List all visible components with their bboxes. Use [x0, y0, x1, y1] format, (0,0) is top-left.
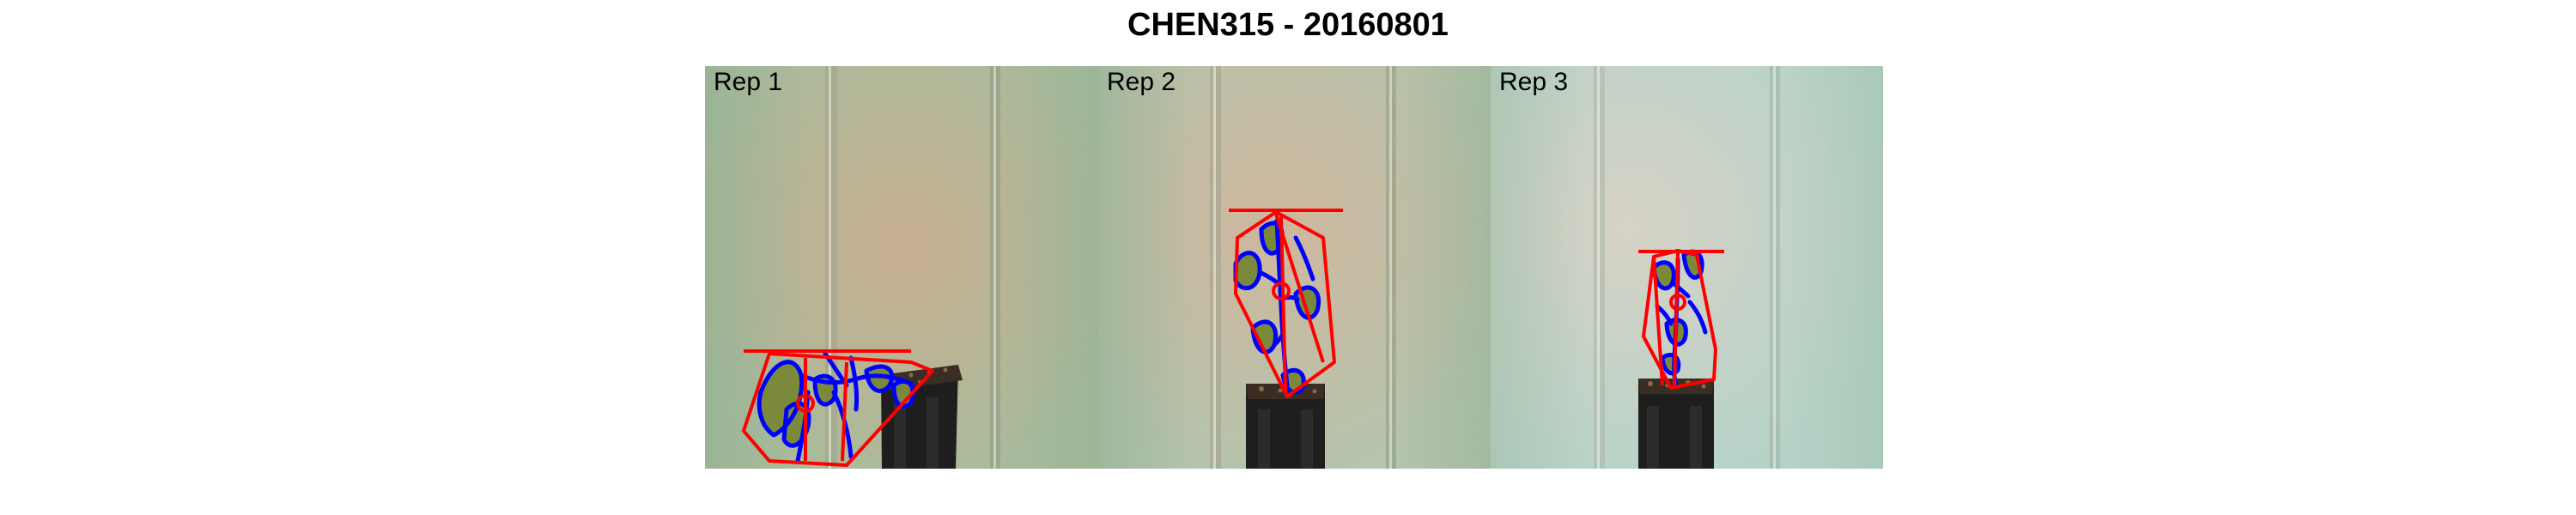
panel-rep-1: Rep 1: [705, 66, 1098, 469]
panel-3-chamber-frame: [1594, 66, 1780, 469]
panel-2-chamber-frame: [1210, 66, 1396, 469]
panel-1-label: Rep 1: [714, 68, 782, 96]
panel-2-convex-hull: [1229, 209, 1343, 398]
panel-2-label: Rep 2: [1107, 68, 1176, 96]
panel-rep-3: Rep 3: [1491, 66, 1883, 469]
panel-1-convex-hull: [742, 349, 934, 467]
panel-3-pot: [1638, 379, 1714, 469]
panel-rep-2: Rep 2: [1098, 66, 1491, 469]
figure-title: CHEN315 - 20160801: [1127, 7, 1449, 43]
image-panels: Rep 1: [705, 66, 1883, 469]
panel-3-convex-hull: [1638, 249, 1724, 390]
panel-3-label: Rep 3: [1499, 68, 1568, 96]
panel-1-chamber-frame: [825, 66, 1000, 469]
